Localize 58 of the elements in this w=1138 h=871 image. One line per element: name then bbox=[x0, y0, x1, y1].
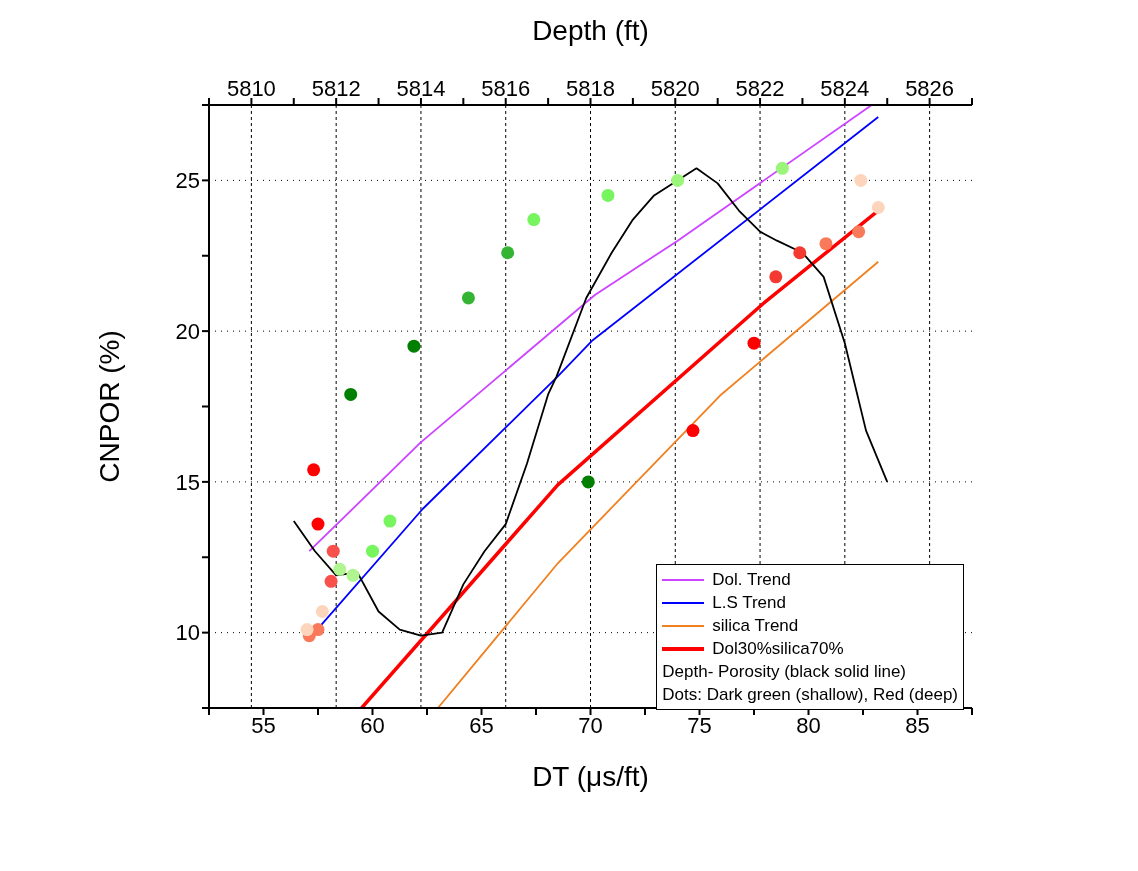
x-tick-label: 80 bbox=[796, 712, 821, 738]
point bbox=[307, 463, 321, 477]
point bbox=[671, 173, 685, 187]
point bbox=[461, 291, 475, 305]
legend-label: Dol30%silica70% bbox=[712, 638, 844, 660]
x2-axis-title: Depth (ft) bbox=[532, 14, 649, 46]
point bbox=[852, 225, 866, 239]
point bbox=[311, 517, 325, 531]
x2-tick-label: 5824 bbox=[820, 76, 870, 101]
x2-tick-label: 5826 bbox=[905, 76, 955, 101]
point bbox=[819, 237, 833, 251]
point bbox=[300, 623, 314, 637]
annotation: Depth- Porosity (black solid line) bbox=[662, 661, 908, 683]
point bbox=[407, 339, 421, 353]
x-tick-label: 65 bbox=[469, 712, 494, 738]
x-tick-label: 75 bbox=[687, 712, 712, 738]
point bbox=[581, 475, 595, 489]
legend-label: silica Trend bbox=[712, 615, 799, 637]
point bbox=[871, 201, 885, 215]
x2-tick-label: 5810 bbox=[226, 76, 276, 101]
legend-label: Dol. Trend bbox=[712, 569, 791, 591]
x2-tick-label: 5812 bbox=[311, 76, 361, 101]
point bbox=[775, 161, 789, 175]
point bbox=[333, 562, 347, 576]
point bbox=[686, 424, 700, 438]
x-tick-label: 55 bbox=[251, 712, 276, 738]
point bbox=[601, 188, 615, 202]
point bbox=[769, 270, 783, 284]
y-tick-label: 20 bbox=[175, 318, 200, 344]
point bbox=[383, 514, 397, 528]
x2-tick-label: 5820 bbox=[650, 76, 700, 101]
x-axis-title: DT (μs/ft) bbox=[532, 761, 649, 792]
point bbox=[311, 623, 325, 637]
point bbox=[326, 544, 340, 558]
x-tick-label: 70 bbox=[578, 712, 603, 738]
annotation: Dots: Dark green (shallow), Red (deep) bbox=[662, 684, 958, 706]
line-series bbox=[308, 105, 873, 553]
x2-tick-label: 5822 bbox=[735, 76, 785, 101]
x2-tick-label: 5818 bbox=[566, 76, 615, 101]
y-tick-label: 15 bbox=[175, 469, 200, 495]
point bbox=[344, 387, 358, 401]
point bbox=[793, 246, 807, 260]
point bbox=[315, 605, 329, 619]
point bbox=[527, 213, 541, 227]
point bbox=[324, 574, 338, 588]
y-tick-label: 25 bbox=[175, 168, 200, 194]
x2-tick-label: 5816 bbox=[481, 76, 531, 101]
y-axis-title: CNPOR (%) bbox=[93, 330, 125, 483]
point bbox=[854, 173, 868, 187]
point bbox=[747, 336, 761, 350]
y-tick-label: 10 bbox=[175, 620, 200, 646]
point bbox=[501, 246, 515, 260]
x2-tick-label: 5814 bbox=[396, 76, 446, 101]
x-tick-label: 60 bbox=[360, 712, 385, 738]
point bbox=[366, 544, 379, 558]
legend-label: L.S Trend bbox=[712, 592, 786, 614]
point bbox=[346, 568, 360, 582]
x-tick-label: 85 bbox=[905, 712, 930, 738]
